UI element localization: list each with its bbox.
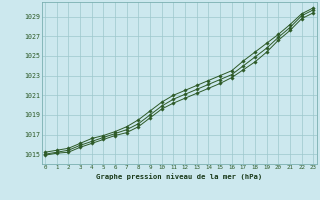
X-axis label: Graphe pression niveau de la mer (hPa): Graphe pression niveau de la mer (hPa): [96, 173, 262, 180]
